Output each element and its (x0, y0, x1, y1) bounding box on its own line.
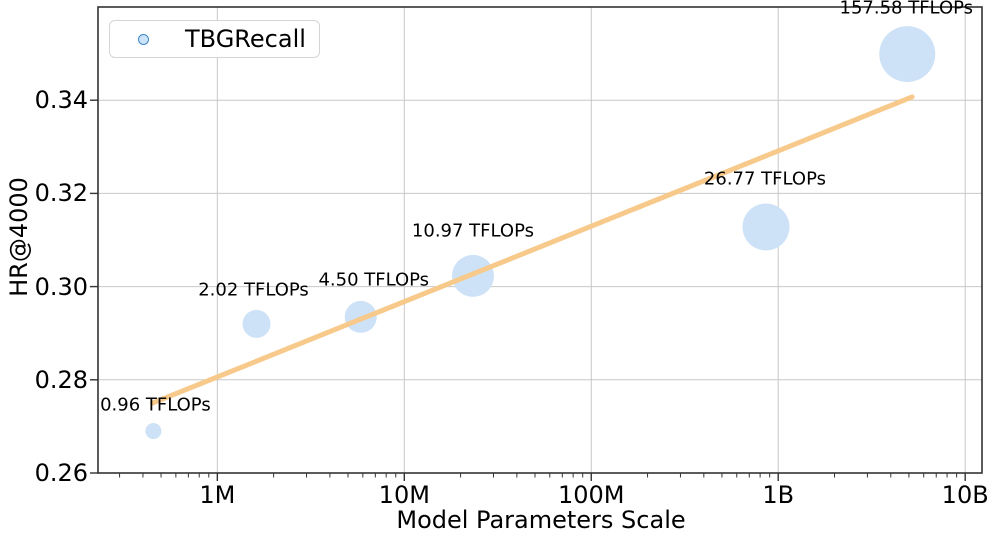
data-bubble (242, 309, 271, 338)
trend-line (149, 94, 915, 406)
scatter-point-icon (138, 33, 149, 45)
data-bubble (145, 423, 162, 440)
data-bubble (879, 26, 936, 83)
x-axis-title: Model Parameters Scale (396, 506, 686, 534)
legend-label: TBGRecall (185, 25, 306, 53)
legend: TBGRecall (109, 20, 320, 58)
plot-border (97, 6, 983, 474)
y-axis-title: HR@4000 (5, 177, 33, 297)
data-bubble (742, 203, 790, 251)
